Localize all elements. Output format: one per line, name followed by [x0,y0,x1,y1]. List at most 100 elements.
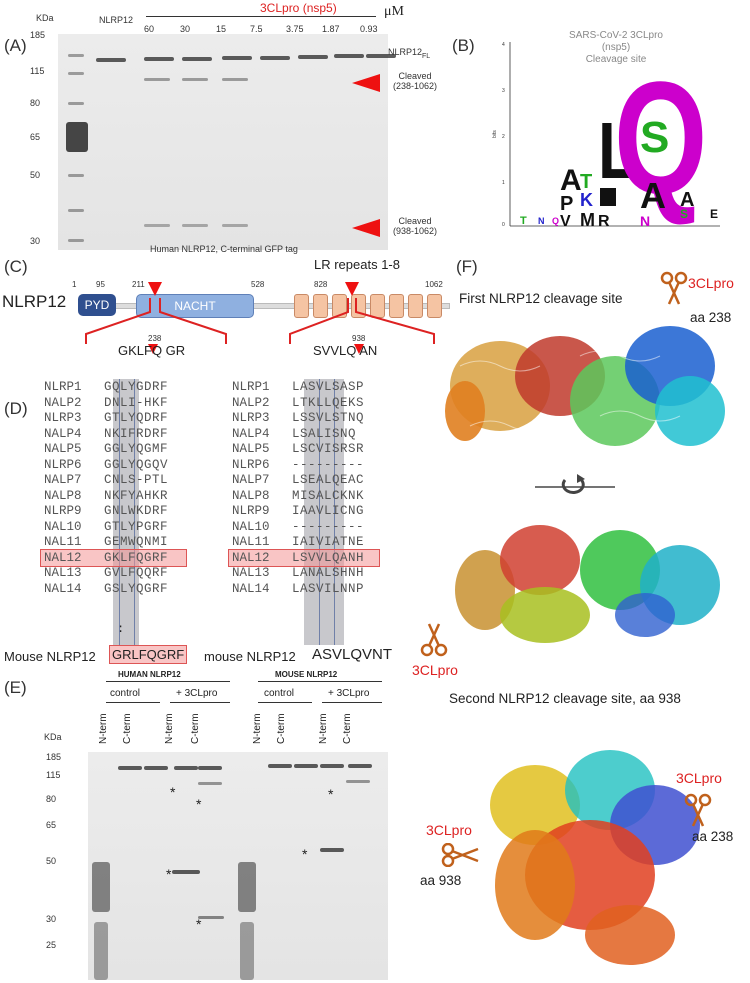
enzyme-bottom-right: 3CLpro [676,770,722,786]
fl-band-1 [144,57,174,62]
svg-text:N: N [640,213,650,229]
left-column-frame [119,379,135,645]
panel-e-label: (E) [4,678,27,697]
seq-residues: IAAVLICNG [292,504,365,518]
cleaved-c-human [198,782,222,785]
lrr-block-1 [294,294,309,318]
site1-number: 238 [148,334,162,343]
marker-a-30: 30 [30,236,41,246]
alignment-row: NLRP3 LSSVLSTNQ [232,411,364,427]
protein-name: NLRP12 [2,292,67,311]
seq-residues: LTKLLQEKS [292,395,365,410]
fl-band-5 [298,55,328,59]
seq-name: NLRP6 [232,457,270,472]
scissors-icon-middle [420,623,448,657]
alignment-right: NLRP1 LASVLSASP NALP2 LTKLLQEKS NLRP3 LSSVLST… [232,380,364,597]
position-95: 95 [96,280,105,289]
structure-top [445,326,725,446]
conservation-dots: : [117,622,125,636]
seq-residues: GTLYPGRF [104,519,169,534]
lane-label-7: C-term [342,713,353,744]
lane-label-3: C-term [190,713,201,744]
svg-text:Q: Q [614,48,707,227]
seq-name: NALP5 [232,442,270,456]
alignment-row: NAL10 GTLYPGRF [44,520,168,536]
right-column-shade [304,379,344,645]
seq-name: NALP2 [44,395,82,410]
panel-d-label: (D) [4,399,28,418]
unit-label: μM [384,4,404,19]
alignment-row: NLRP1 LASVLSASP [232,380,364,396]
site2-sequence: SVVLQ AN [313,343,378,358]
alignment-row: NAL11 GEMWQNMI [44,535,168,551]
mouse-left-label: Mouse NLRP12 [4,649,96,664]
position-211: 211 [132,280,145,289]
alignment-row: NAL14 GSLYQGRF [44,582,168,598]
position-1: 1 [72,280,77,289]
fl-band-0 [96,58,126,62]
alignment-row: NAL12 LSVVLQANH [232,551,364,567]
marker-a-50: 50 [30,170,41,180]
markers-a: 185 115 80 65 50 30 [30,30,56,250]
concentration-bracket [146,16,376,17]
logo-ytick-2: 2 [502,134,505,140]
seq-residues: GGLYQGQV [104,457,169,472]
alignment-row: NALP7 CNLS-PTL [44,473,168,489]
left-nal12-highlight [40,549,187,567]
enzyme-bottom-left: 3CLpro [426,822,472,838]
scissors-icon [660,271,688,305]
full-length-band-1 [144,766,168,770]
svg-text:K: K [580,190,593,210]
alignment-row: NALP4 NKIFRDRF [44,427,168,443]
fl-band-3 [222,56,252,61]
seq-name: NALP8 [232,488,270,503]
svg-text:M: M [580,210,595,230]
seq-name: NAL11 [44,535,82,549]
seq-residues: NKIFRDRF [104,426,169,441]
svg-text:T: T [580,171,592,193]
panel-c-label: (C) [4,257,28,276]
markers-e: 185 115 80 65 50 30 25 [46,752,86,982]
band-star-2: * [166,866,172,882]
cleaved-band-1-1 [144,78,170,81]
marker-a-185: 185 [30,30,46,40]
zoom-brackets [85,298,435,344]
lane-label-1: C-term [122,713,133,744]
logo-ylabel: bits [492,130,498,138]
seq-name: NALP4 [232,426,270,441]
seq-residues: GEMWQNMI [104,535,169,549]
svg-text:A: A [560,164,582,197]
position-828: 828 [314,280,328,289]
alignment-row: NLRP9 GNLWKDRF [44,504,168,520]
mouse-left-seq: GRLFQGRF [109,645,188,664]
concentration-0: 60 [144,24,155,34]
bottom-aa938: aa 938 [420,873,462,888]
marker-a-115: 115 [30,66,45,76]
fl-band-4 [260,55,290,60]
full-length-band-6 [320,764,344,768]
pyd-domain: PYD [78,294,116,316]
seq-residues: GKLFQGRF [104,550,169,565]
alignment-row: NAL10 --------- [232,520,364,536]
seq-residues: GVLFQQRF [104,566,169,580]
seq-residues: --------- [292,519,365,534]
logo-ytick-1: 1 [502,180,505,186]
concentration-5: 1.87 [322,24,340,34]
concentration-2: 15 [216,24,227,34]
lr-label: LR repeats 1-8 [314,257,400,272]
cleaved-band-2-1 [144,224,170,227]
svg-text:S: S [640,113,669,162]
lrr-block-2 [313,294,328,318]
right-column-frame [319,379,335,645]
logo-ytick-4: 4 [502,42,505,48]
cleavage-arrow-2 [352,219,380,237]
site1-arrow [148,344,158,354]
band-star-5: * [328,786,334,802]
alignment-row: NALP8 MISALCKNK [232,489,364,505]
mouse-control: control [264,688,295,699]
marker-e-30: 30 [46,914,57,924]
alignment-row: NALP2 LTKLLQEKS [232,396,364,412]
lrr-block-8 [427,294,442,318]
alignment-row: NALP8 NKFYAHKR [44,489,168,505]
lane-label-6: N-term [318,713,329,744]
